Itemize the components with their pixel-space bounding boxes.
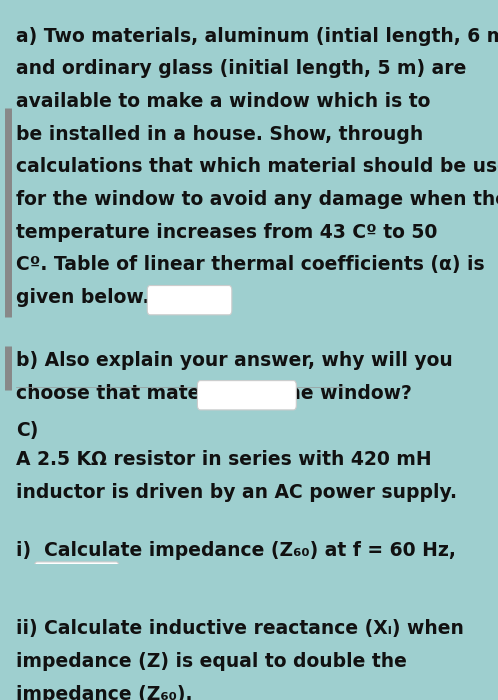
Text: for the window to avoid any damage when the: for the window to avoid any damage when … [16,190,498,209]
Text: i)  Calculate impedance (Z₆₀) at f = 60 Hz,: i) Calculate impedance (Z₆₀) at f = 60 H… [16,540,456,559]
Text: b) Also explain your answer, why will you: b) Also explain your answer, why will yo… [16,351,453,370]
Text: choose that material for the window?: choose that material for the window? [16,384,412,403]
Text: temperature increases from 43 Cº to 50: temperature increases from 43 Cº to 50 [16,223,437,241]
Text: Cº. Table of linear thermal coefficients (α) is: Cº. Table of linear thermal coefficients… [16,255,485,274]
FancyBboxPatch shape [197,381,296,410]
Text: ii) Calculate inductive reactance (Xₗ) when: ii) Calculate inductive reactance (Xₗ) w… [16,620,464,638]
Text: impedance (Z) is equal to double the: impedance (Z) is equal to double the [16,652,406,671]
Text: impedance (Z₆₀).: impedance (Z₆₀). [16,685,192,700]
Text: available to make a window which is to: available to make a window which is to [16,92,430,111]
Text: C): C) [16,421,38,440]
FancyBboxPatch shape [147,286,232,315]
Text: calculations that which material should be used: calculations that which material should … [16,158,498,176]
Text: given below.: given below. [16,288,149,307]
Text: a) Two materials, aluminum (intial length, 6 m): a) Two materials, aluminum (intial lengt… [16,27,498,46]
FancyBboxPatch shape [151,682,249,700]
Text: be installed in a house. Show, through: be installed in a house. Show, through [16,125,423,144]
Text: inductor is driven by an AC power supply.: inductor is driven by an AC power supply… [16,482,457,502]
Text: and ordinary glass (initial length, 5 m) are: and ordinary glass (initial length, 5 m)… [16,60,466,78]
Text: A 2.5 KΩ resistor in series with 420 mH: A 2.5 KΩ resistor in series with 420 mH [16,450,431,469]
FancyBboxPatch shape [34,562,119,590]
